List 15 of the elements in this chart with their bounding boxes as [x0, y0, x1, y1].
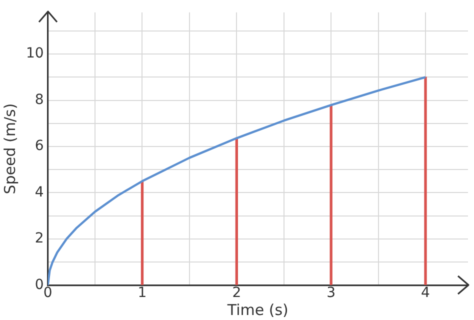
y-tick-label: 8	[34, 92, 44, 108]
bar	[330, 104, 332, 286]
y-axis-title: Speed (m/s)	[0, 103, 19, 194]
bar	[140, 180, 144, 286]
x-tick-label: 2	[232, 285, 242, 302]
x-tick-label: 1	[138, 285, 147, 302]
bar	[424, 76, 427, 286]
y-tick-label: 6	[34, 138, 44, 154]
x-axis-title: Time (s)	[226, 300, 288, 319]
x-tick-label: 3	[326, 285, 336, 302]
x-tick-label: 4	[421, 285, 430, 302]
y-tick-label: 2	[34, 230, 44, 247]
bar	[235, 138, 238, 286]
y-tick-label: 4	[34, 184, 44, 200]
y-tick-label: 10	[26, 46, 44, 62]
